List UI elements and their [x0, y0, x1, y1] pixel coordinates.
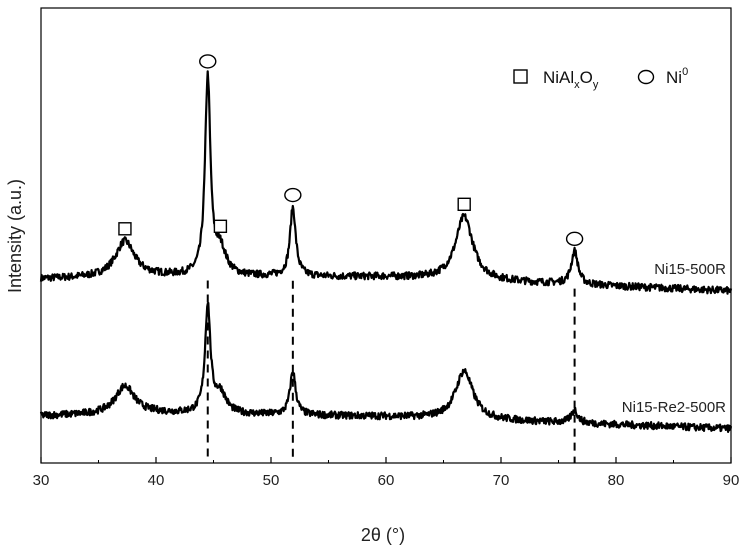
x-tick-label: 60 — [378, 472, 395, 489]
x-tick-label: 70 — [493, 472, 510, 489]
series-line-2 — [39, 301, 733, 433]
peak-markers — [118, 54, 584, 247]
nialxoy-peak-marker — [457, 197, 471, 211]
ni0-peak-marker — [284, 187, 302, 203]
x-tick-label: 80 — [608, 472, 625, 489]
x-tick-label: 50 — [263, 472, 280, 489]
x-tick-label: 40 — [148, 472, 165, 489]
legend-circle-marker — [637, 69, 655, 85]
x-tick-label: 30 — [33, 472, 50, 489]
legend-label-ni0: Ni0 — [666, 66, 688, 87]
plot-frame — [40, 7, 732, 464]
nialxoy-peak-marker — [213, 219, 228, 234]
series-line-1 — [39, 70, 733, 295]
reference-lines — [206, 280, 576, 463]
x-tick-label: 90 — [723, 472, 740, 489]
ni0-peak-marker — [565, 231, 584, 247]
series-layer — [39, 70, 733, 433]
legend-label-nialxoy: NiAlxOy — [543, 68, 599, 91]
legend: NiAlxOy Ni0 — [513, 66, 688, 91]
x-axis-title: 2θ (°) — [361, 525, 405, 545]
ni0-peak-marker — [199, 54, 217, 69]
x-axis: 30 40 50 60 70 80 90 — [33, 457, 740, 489]
nialxoy-peak-marker — [118, 222, 132, 236]
series-labels: Ni15-500R Ni15-Re2-500R — [622, 261, 726, 416]
series-label-2: Ni15-Re2-500R — [622, 399, 726, 416]
y-axis-title: Intensity (a.u.) — [5, 179, 25, 293]
legend-square-marker — [513, 69, 528, 84]
series-label-1: Ni15-500R — [654, 261, 726, 278]
